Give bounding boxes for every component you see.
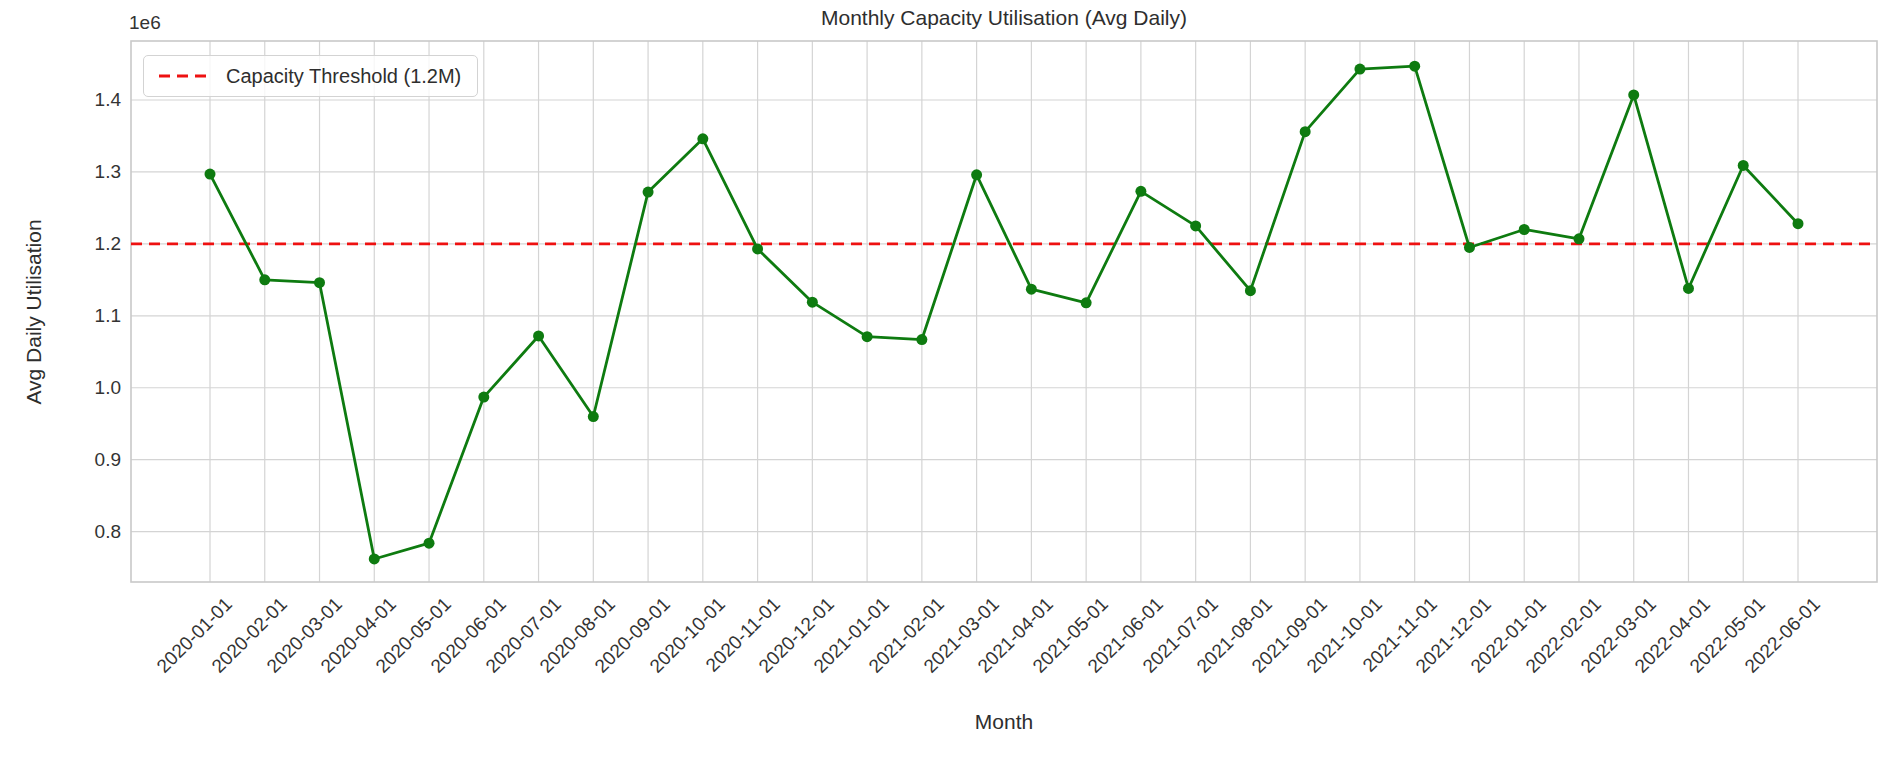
data-point-marker (643, 187, 654, 198)
data-point-marker (205, 169, 216, 180)
data-point-marker (369, 553, 380, 564)
data-point-marker (971, 169, 982, 180)
data-point-marker (1245, 285, 1256, 296)
legend: Capacity Threshold (1.2M) (143, 55, 478, 97)
data-point-marker (697, 133, 708, 144)
data-point-marker (1354, 64, 1365, 75)
data-point-marker (1190, 220, 1201, 231)
data-point-marker (752, 243, 763, 254)
data-point-marker (862, 331, 873, 342)
utilisation-line (210, 66, 1798, 559)
data-point-marker (1135, 186, 1146, 197)
data-point-marker (259, 274, 270, 285)
data-point-marker (1464, 242, 1475, 253)
data-point-marker (1081, 297, 1092, 308)
line-chart-plot (0, 0, 1894, 759)
data-point-marker (1628, 89, 1639, 100)
data-point-marker (1026, 284, 1037, 295)
data-point-marker (1793, 218, 1804, 229)
chart-area: Monthly Capacity Utilisation (Avg Daily)… (0, 0, 1894, 759)
data-point-marker (807, 297, 818, 308)
data-point-marker (478, 392, 489, 403)
legend-dashed-line-icon (156, 63, 212, 89)
plot-border (131, 41, 1877, 582)
data-point-marker (533, 330, 544, 341)
data-point-marker (1409, 61, 1420, 72)
data-point-marker (916, 334, 927, 345)
data-point-marker (1683, 283, 1694, 294)
data-point-marker (1738, 160, 1749, 171)
data-point-marker (588, 411, 599, 422)
data-point-marker (1300, 126, 1311, 137)
data-point-marker (424, 538, 435, 549)
legend-label: Capacity Threshold (1.2M) (226, 65, 461, 88)
data-point-marker (1573, 233, 1584, 244)
data-point-marker (1519, 224, 1530, 235)
data-point-marker (314, 277, 325, 288)
